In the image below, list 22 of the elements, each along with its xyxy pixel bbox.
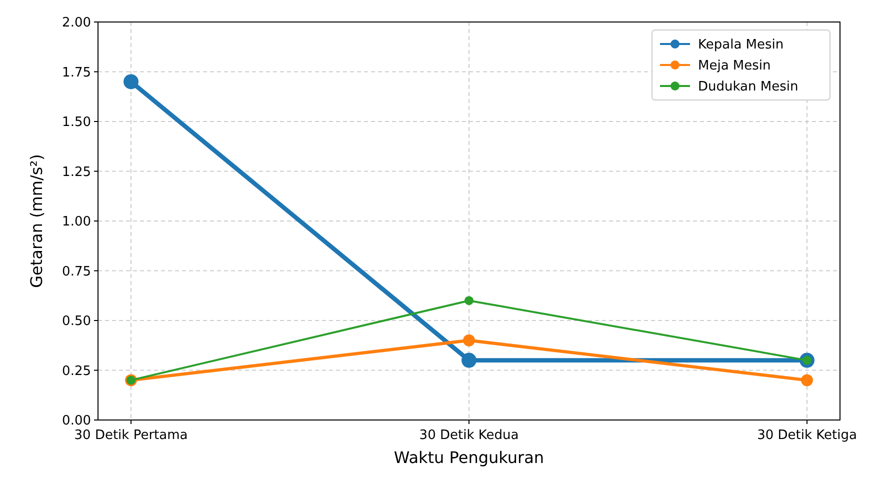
- y-tick-label: 1.00: [62, 214, 91, 230]
- y-tick-label: 0.25: [62, 364, 91, 379]
- y-tick-label: 1.50: [62, 115, 91, 130]
- point: [462, 352, 476, 368]
- point: [801, 374, 813, 386]
- legend-label: Dudukan Mesin: [698, 80, 798, 95]
- point: [124, 74, 138, 90]
- x-axis-title: Waktu Pengukuran: [394, 448, 544, 467]
- y-tick-label: 1.25: [62, 164, 91, 180]
- y-tick-label: 0.50: [62, 314, 91, 330]
- y-axis-title: Getaran (mm/s²): [27, 154, 46, 288]
- y-tick-label: 1.75: [62, 65, 91, 80]
- legend-label: Meja Mesin: [698, 58, 771, 74]
- point: [463, 334, 475, 346]
- y-tick-label: 0.00: [62, 414, 91, 429]
- y-tick-label: 2.00: [62, 16, 91, 31]
- x-tick-label: 30 Detik Pertama: [74, 428, 188, 443]
- point: [464, 296, 474, 306]
- x-tick-label: 30 Detik Ketiga: [757, 428, 857, 443]
- y-tick-label: 0.75: [62, 264, 91, 280]
- x-tick-label: 30 Detik Kedua: [419, 428, 519, 443]
- legend-label: Kepala Mesin: [698, 38, 784, 53]
